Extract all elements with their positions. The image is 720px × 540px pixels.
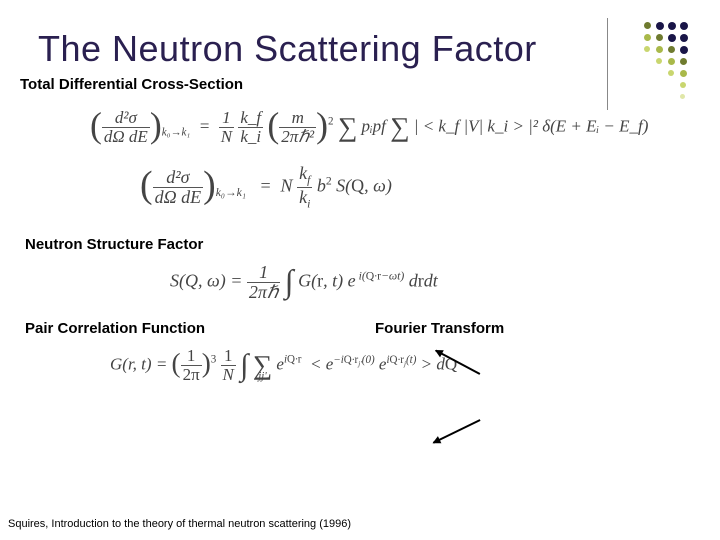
- equation-cross-section-full: (d²σdΩ dE)k₀→k₁ = 1N k_fk_i (m2πℏ²)2 ∑ p…: [90, 109, 690, 146]
- decor-dot: [668, 46, 675, 53]
- decor-dot: [680, 34, 688, 42]
- equation-cross-section-sqw: (d²σdΩ dE)k₀→k₁ = N kfki b2 S(Q, ω): [140, 164, 690, 211]
- decor-dot: [656, 34, 663, 41]
- label-total-cross-section: Total Differential Cross-Section: [20, 76, 690, 93]
- decor-dot: [680, 82, 686, 88]
- citation-text: Squires, Introduction to the theory of t…: [8, 518, 351, 530]
- decor-dot: [656, 22, 664, 30]
- label-fourier-transform: Fourier Transform: [375, 320, 504, 337]
- decor-dot: [644, 34, 651, 41]
- arrow-to-eq4: [433, 419, 480, 443]
- decor-dot: [668, 70, 674, 76]
- equation-structure-factor: S(Q, ω) = 12πℏ ∫ G(r, t) e i(Q·r−ωt) drd…: [170, 263, 690, 302]
- decor-dot: [680, 22, 688, 30]
- decor-dot: [680, 94, 685, 99]
- page-title: The Neutron Scattering Factor: [38, 28, 690, 70]
- decor-dot: [668, 58, 675, 65]
- decor-dot: [680, 46, 688, 54]
- decor-dot: [668, 34, 676, 42]
- decor-dot: [644, 22, 651, 29]
- title-divider: [607, 18, 608, 110]
- decor-dot: [656, 58, 662, 64]
- corner-dot-decoration: [614, 22, 692, 100]
- label-pair-correlation: Pair Correlation Function: [25, 320, 205, 337]
- decor-dot: [644, 46, 650, 52]
- label-structure-factor: Neutron Structure Factor: [25, 236, 690, 253]
- decor-dot: [656, 46, 663, 53]
- equation-pair-correlation: G(r, t) = (12π)3 1N ∫ ∑jj' eiQ·r < e−iQ·…: [110, 347, 690, 384]
- decor-dot: [680, 58, 687, 65]
- decor-dot: [680, 70, 687, 77]
- decor-dot: [668, 22, 676, 30]
